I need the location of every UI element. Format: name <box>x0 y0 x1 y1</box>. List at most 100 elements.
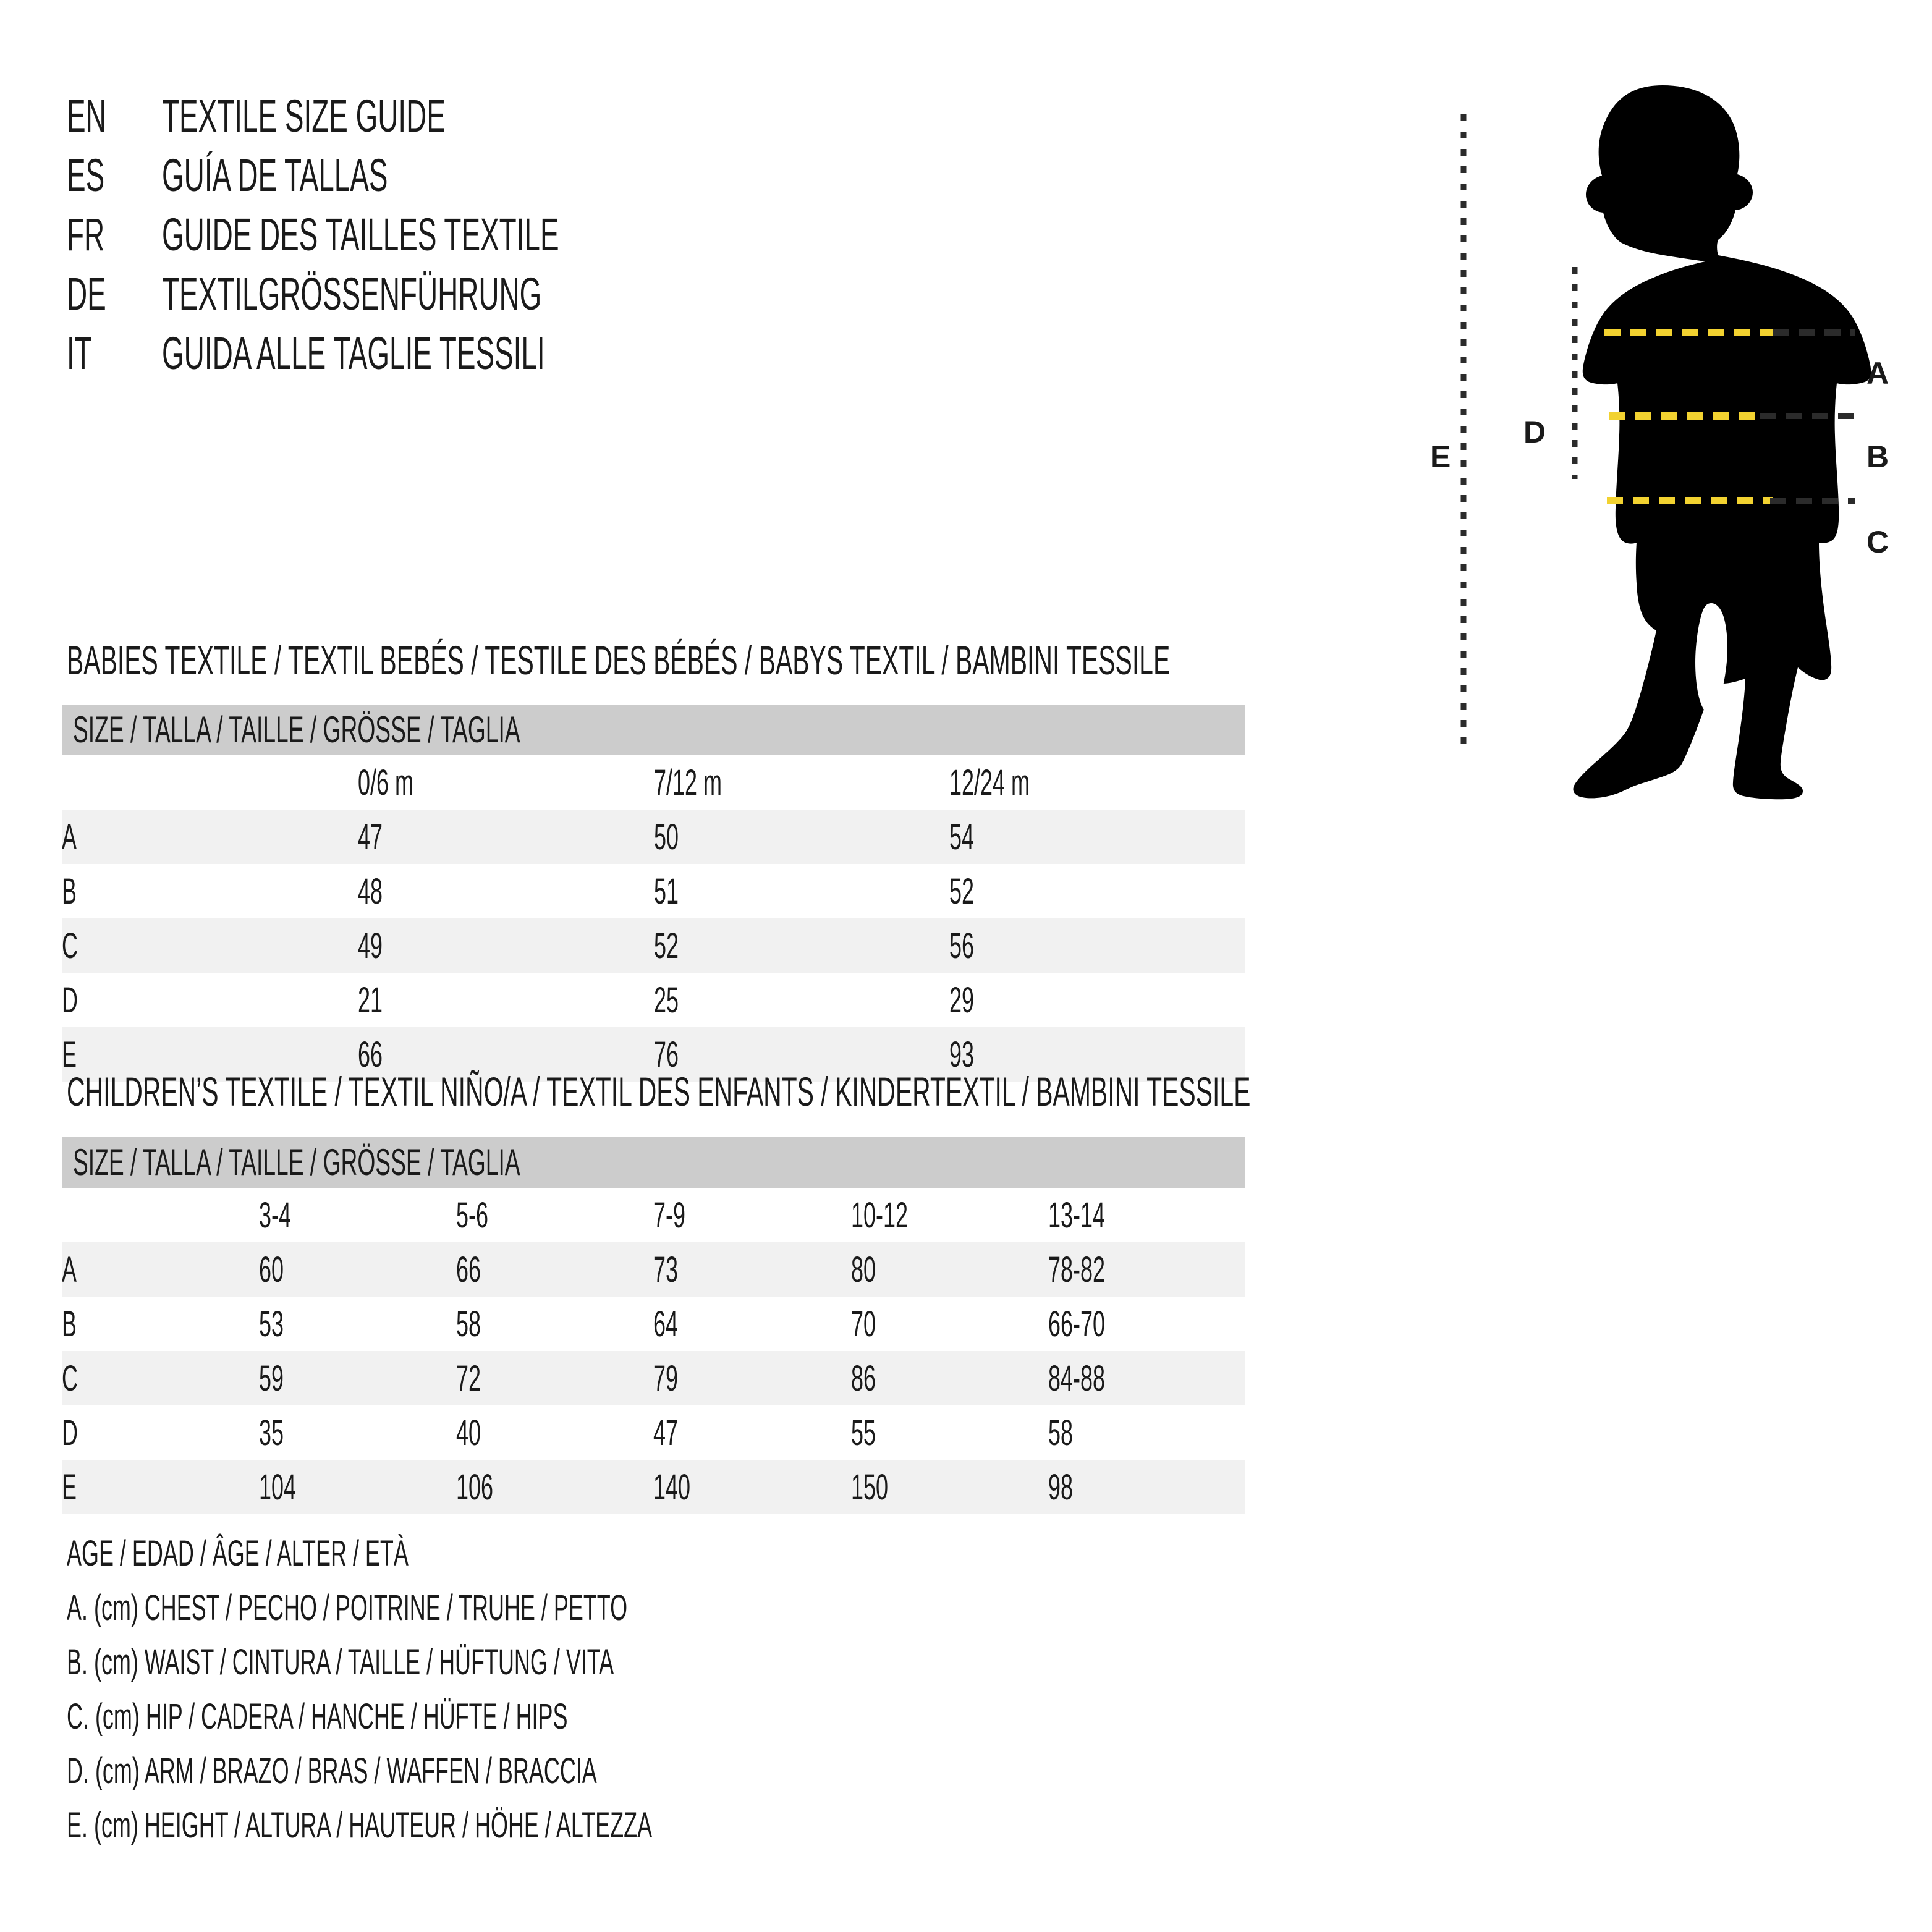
child-body-silhouette <box>1573 85 1871 800</box>
language-code-fr: FR <box>67 209 105 260</box>
language-code-it: IT <box>67 328 92 379</box>
babies-row-key-c: C <box>62 918 358 973</box>
table-row: A 60 66 73 80 78-82 <box>62 1242 1245 1297</box>
legend-item-c-hip: C. (cm) HIP / CADERA / HANCHE / HÜFTE / … <box>67 1697 568 1737</box>
children-cell-e-1: 106 <box>456 1460 654 1514</box>
children-column-header-4: 13-14 <box>1048 1188 1245 1242</box>
children-cell-e-0: 104 <box>259 1460 457 1514</box>
legend-heading-age: AGE / EDAD / ÂGE / ALTER / ETÀ <box>67 1533 409 1574</box>
language-row-en: EN TEXTILE SIZE GUIDE <box>67 87 932 146</box>
babies-cell-b-0: 48 <box>357 864 654 918</box>
legend-item-e-height: E. (cm) HEIGHT / ALTURA / HAUTEUR / HÖHE… <box>67 1805 653 1845</box>
children-size-table: SIZE / TALLA / TAILLE / GRÖSSE / TAGLIA … <box>62 1137 1245 1514</box>
children-band-header-text: SIZE / TALLA / TAILLE / GRÖSSE / TAGLIA <box>73 1142 520 1183</box>
babies-cell-a-1: 50 <box>653 810 950 864</box>
babies-column-header-1: 7/12 m <box>653 755 950 810</box>
children-row-key-e: E <box>62 1460 260 1514</box>
table-row: D 35 40 47 55 58 <box>62 1405 1245 1460</box>
children-cell-d-4: 58 <box>1048 1405 1245 1460</box>
children-column-header-1: 5-6 <box>456 1188 654 1242</box>
babies-cell-c-2: 56 <box>949 918 1245 973</box>
children-cell-c-2: 79 <box>653 1351 851 1405</box>
babies-cell-a-2: 54 <box>949 810 1245 864</box>
table-row: D 21 25 29 <box>62 973 1245 1027</box>
children-cell-d-3: 55 <box>850 1405 1048 1460</box>
language-title-it: GUIDA ALLE TAGLIE TESSILI <box>162 328 546 379</box>
babies-cell-e-0: 66 <box>357 1027 654 1082</box>
children-cell-a-3: 80 <box>850 1242 1048 1297</box>
children-cell-b-1: 58 <box>456 1297 654 1351</box>
children-column-header-2: 7-9 <box>653 1188 851 1242</box>
babies-cell-e-2: 93 <box>949 1027 1245 1082</box>
children-cell-b-3: 70 <box>850 1297 1048 1351</box>
children-cell-d-2: 47 <box>653 1405 851 1460</box>
babies-column-header-0: 0/6 m <box>357 755 654 810</box>
children-cell-b-0: 53 <box>259 1297 457 1351</box>
babies-cell-a-0: 47 <box>357 810 654 864</box>
children-section-title: CHILDREN’S TEXTILE / TEXTIL NIÑO/A / TEX… <box>67 1069 1251 1114</box>
children-cell-c-3: 86 <box>850 1351 1048 1405</box>
legend-item-a-chest: A. (cm) CHEST / PECHO / POITRINE / TRUHE… <box>67 1588 628 1628</box>
babies-cell-d-1: 25 <box>653 973 950 1027</box>
measurement-figure: E D A B C <box>1397 74 1928 803</box>
children-cell-d-1: 40 <box>456 1405 654 1460</box>
table-row: C 59 72 79 86 84-88 <box>62 1351 1245 1405</box>
children-cell-c-4: 84-88 <box>1048 1351 1245 1405</box>
language-row-fr: FR GUIDE DES TAILLES TEXTILE <box>67 205 932 265</box>
children-column-header-0: 3-4 <box>259 1188 457 1242</box>
babies-column-header-row: 0/6 m 7/12 m 12/24 m <box>62 755 1245 810</box>
children-table-band-header: SIZE / TALLA / TAILLE / GRÖSSE / TAGLIA <box>62 1137 1245 1188</box>
children-cell-e-3: 150 <box>850 1460 1048 1514</box>
babies-cell-b-1: 51 <box>653 864 950 918</box>
language-row-es: ES GUÍA DE TALLAS <box>67 146 932 205</box>
babies-section-title: BABIES TEXTILE / TEXTIL BEBÉS / TESTILE … <box>67 637 1171 683</box>
babies-row-key-d: D <box>62 973 358 1027</box>
children-corner-cell <box>62 1188 260 1242</box>
babies-row-key-a: A <box>62 810 358 864</box>
babies-row-key-e: E <box>62 1027 358 1082</box>
children-cell-d-0: 35 <box>259 1405 457 1460</box>
children-row-key-a: A <box>62 1242 260 1297</box>
children-cell-a-2: 73 <box>653 1242 851 1297</box>
measurement-legend: AGE / EDAD / ÂGE / ALTER / ETÀ A. (cm) C… <box>67 1527 1117 1853</box>
language-title-es: GUÍA DE TALLAS <box>162 150 388 201</box>
babies-column-header-2: 12/24 m <box>949 755 1245 810</box>
children-cell-b-4: 66-70 <box>1048 1297 1245 1351</box>
figure-label-d: D <box>1523 415 1546 449</box>
legend-item-d-arm: D. (cm) ARM / BRAZO / BRAS / WAFFEN / BR… <box>67 1751 597 1791</box>
children-row-key-c: C <box>62 1351 260 1405</box>
babies-row-key-b: B <box>62 864 358 918</box>
children-cell-c-1: 72 <box>456 1351 654 1405</box>
language-title-de: TEXTILGRÖSSENFÜHRUNG <box>162 268 542 320</box>
figure-label-c: C <box>1866 525 1889 559</box>
language-row-de: DE TEXTILGRÖSSENFÜHRUNG <box>67 265 932 324</box>
children-cell-c-0: 59 <box>259 1351 457 1405</box>
children-cell-a-0: 60 <box>259 1242 457 1297</box>
table-row: B 48 51 52 <box>62 864 1245 918</box>
babies-cell-c-0: 49 <box>357 918 654 973</box>
figure-label-a: A <box>1866 356 1889 391</box>
babies-band-header-text: SIZE / TALLA / TAILLE / GRÖSSE / TAGLIA <box>73 709 520 750</box>
language-row-it: IT GUIDA ALLE TAGLIE TESSILI <box>67 324 932 383</box>
babies-corner-cell <box>62 755 358 810</box>
figure-label-e: E <box>1430 439 1451 474</box>
table-row: E 66 76 93 <box>62 1027 1245 1082</box>
language-title-block: EN TEXTILE SIZE GUIDE ES GUÍA DE TALLAS … <box>67 87 932 383</box>
child-silhouette-diagram <box>1460 85 1871 800</box>
figure-label-b: B <box>1866 439 1889 474</box>
babies-table-band-header: SIZE / TALLA / TAILLE / GRÖSSE / TAGLIA <box>62 705 1245 755</box>
children-column-header-3: 10-12 <box>850 1188 1048 1242</box>
language-title-fr: GUIDE DES TAILLES TEXTILE <box>162 209 560 260</box>
language-title-en: TEXTILE SIZE GUIDE <box>162 90 446 142</box>
babies-size-table: SIZE / TALLA / TAILLE / GRÖSSE / TAGLIA … <box>62 705 1245 1082</box>
language-code-en: EN <box>67 90 106 142</box>
children-cell-a-1: 66 <box>456 1242 654 1297</box>
babies-cell-e-1: 76 <box>653 1027 950 1082</box>
children-cell-b-2: 64 <box>653 1297 851 1351</box>
children-row-key-d: D <box>62 1405 260 1460</box>
babies-cell-b-2: 52 <box>949 864 1245 918</box>
babies-cell-d-0: 21 <box>357 973 654 1027</box>
children-column-header-row: 3-4 5-6 7-9 10-12 13-14 <box>62 1188 1245 1242</box>
language-code-es: ES <box>67 150 105 201</box>
legend-item-b-waist: B. (cm) WAIST / CINTURA / TAILLE / HÜFTU… <box>67 1642 614 1682</box>
